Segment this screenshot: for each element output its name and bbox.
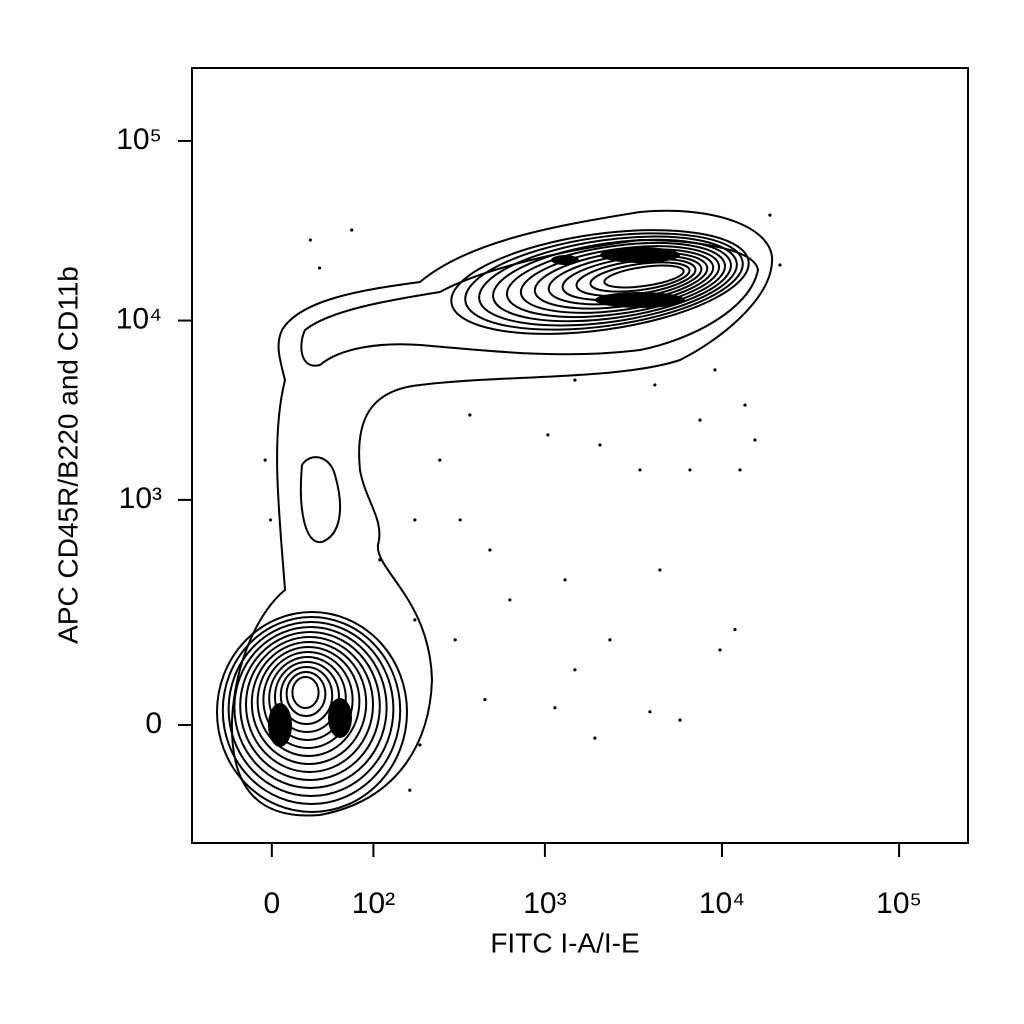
event-dot — [713, 368, 717, 372]
event-dot — [408, 788, 412, 792]
event-dot — [418, 743, 422, 747]
y-tick-label: 0 — [145, 707, 162, 740]
event-dot — [688, 468, 692, 472]
event-dot — [733, 627, 737, 632]
dense-core — [328, 698, 352, 738]
contour — [505, 242, 727, 318]
event-dot — [378, 558, 382, 562]
plot-frame — [191, 67, 969, 844]
event-dot — [573, 378, 577, 382]
event-dot — [413, 618, 417, 622]
contour — [233, 626, 388, 789]
event-dot — [698, 418, 702, 422]
event-dot — [638, 468, 642, 472]
contour — [285, 671, 327, 717]
event-dot — [653, 383, 657, 387]
contour — [589, 261, 691, 293]
dense-core — [551, 255, 579, 265]
dense-core — [268, 703, 292, 747]
event-dot — [608, 638, 612, 642]
event-dot — [573, 668, 577, 672]
event-dot — [563, 578, 567, 582]
event-dot — [658, 568, 662, 572]
contour-plot — [216, 209, 774, 817]
event-dot — [263, 458, 267, 462]
event-dot — [598, 443, 602, 447]
contour — [256, 646, 361, 757]
event-dot — [483, 698, 487, 702]
contour — [230, 209, 774, 817]
contour — [216, 611, 408, 813]
event-dot — [308, 238, 312, 242]
event-dot — [438, 458, 442, 462]
event-dot — [778, 263, 782, 267]
contour — [245, 636, 374, 773]
event-dot — [718, 648, 722, 652]
contour — [239, 631, 381, 781]
event-dot — [553, 706, 557, 710]
event-dot — [768, 213, 772, 217]
y-tick-label: 10³ — [119, 482, 162, 515]
contour — [250, 641, 368, 765]
contour — [450, 229, 750, 335]
x-tick-label: 10³ — [523, 887, 566, 920]
x-tick-label: 10² — [352, 887, 395, 920]
event-dot — [317, 266, 322, 270]
contour — [478, 235, 738, 327]
dense-core — [600, 247, 680, 263]
event-dot — [468, 413, 472, 417]
event-dot — [678, 718, 682, 722]
contour — [262, 651, 354, 749]
contour — [464, 232, 744, 331]
contour — [603, 264, 685, 289]
event-dot — [593, 736, 597, 740]
event-dot — [738, 468, 742, 472]
x-tick-label: 10⁵ — [876, 887, 922, 920]
y-axis-label: APC CD45R/B220 and CD11b — [52, 266, 83, 644]
event-dot — [743, 403, 747, 407]
x-tick-label: 10⁴ — [699, 887, 745, 920]
contour — [227, 621, 395, 797]
contour — [268, 656, 347, 741]
event-dot — [753, 438, 757, 442]
event-dot — [508, 598, 512, 602]
contour — [274, 661, 340, 733]
contour — [221, 616, 402, 805]
contour — [291, 676, 320, 709]
event-dot — [648, 710, 652, 714]
event-dot — [268, 518, 273, 522]
event-dot — [458, 518, 462, 522]
x-tick-label: 0 — [264, 887, 281, 920]
event-dot — [488, 548, 492, 552]
dense-core — [595, 292, 685, 308]
x-axis-label: FITC I-A/I-E — [490, 927, 639, 958]
y-tick-label: 10⁴ — [116, 302, 162, 335]
event-dot — [453, 638, 457, 642]
contour — [492, 238, 732, 323]
event-dot — [546, 433, 550, 437]
contour — [279, 666, 334, 725]
event-dot — [350, 228, 354, 232]
contour — [300, 238, 760, 367]
contour — [299, 456, 342, 544]
y-tick-label: 10⁵ — [116, 123, 162, 156]
event-dot — [413, 518, 417, 522]
